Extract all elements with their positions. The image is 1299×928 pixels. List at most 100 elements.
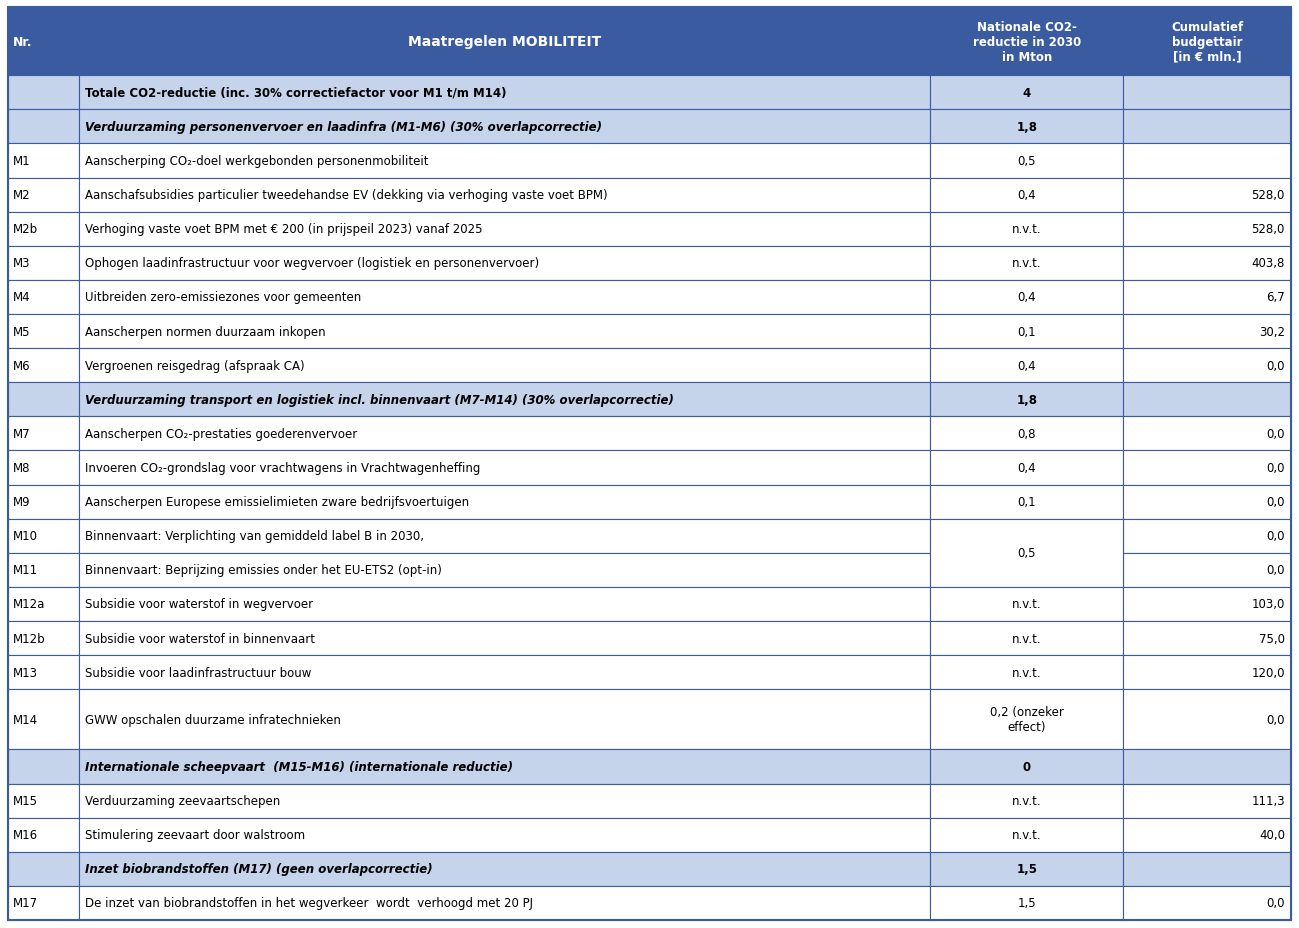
Bar [8, 784, 79, 818]
Bar [1124, 110, 1291, 144]
Text: Binnenvaart: Beprijzing emissies onder het EU-ETS2 (opt-in): Binnenvaart: Beprijzing emissies onder h… [86, 563, 442, 576]
Text: GWW opschalen duurzame infratechnieken: GWW opschalen duurzame infratechnieken [86, 713, 342, 726]
Bar [8, 417, 79, 451]
Text: M12b: M12b [13, 632, 45, 645]
Text: n.v.t.: n.v.t. [1012, 632, 1042, 645]
Text: 0,4: 0,4 [1017, 461, 1037, 474]
Bar [1124, 818, 1291, 852]
Text: n.v.t.: n.v.t. [1012, 223, 1042, 236]
Bar [1124, 178, 1291, 213]
Bar [79, 451, 930, 485]
Bar [8, 690, 79, 750]
Bar [1124, 587, 1291, 622]
Bar [79, 213, 930, 247]
Bar [79, 886, 930, 920]
Bar [1124, 886, 1291, 920]
Text: Internationale scheepvaart  (M15-M16) (internationale reductie): Internationale scheepvaart (M15-M16) (in… [86, 760, 513, 773]
Text: 0,4: 0,4 [1017, 291, 1037, 304]
Bar [8, 349, 79, 383]
Bar [930, 519, 1124, 587]
Text: 0,4: 0,4 [1017, 359, 1037, 372]
Bar [79, 485, 930, 519]
Bar [8, 622, 79, 655]
Text: 0,8: 0,8 [1017, 428, 1037, 441]
Text: M6: M6 [13, 359, 31, 372]
Bar [8, 383, 79, 417]
Bar [79, 852, 930, 886]
Bar [8, 818, 79, 852]
Bar [1124, 417, 1291, 451]
Bar [79, 178, 930, 213]
Text: 528,0: 528,0 [1252, 189, 1285, 202]
Text: Verhoging vaste voet BPM met € 200 (in prijspeil 2023) vanaf 2025: Verhoging vaste voet BPM met € 200 (in p… [86, 223, 483, 236]
Text: M10: M10 [13, 530, 38, 543]
Text: 0,0: 0,0 [1267, 428, 1285, 441]
Bar [8, 750, 79, 784]
Bar [8, 587, 79, 622]
Text: 0,2 (onzeker
effect): 0,2 (onzeker effect) [990, 705, 1064, 733]
Text: Totale CO2-reductie (inc. 30% correctiefactor voor M1 t/m M14): Totale CO2-reductie (inc. 30% correctief… [86, 86, 507, 99]
Bar [1124, 622, 1291, 655]
Bar [930, 485, 1124, 519]
Text: Invoeren CO₂-grondslag voor vrachtwagens in Vrachtwagenheffing: Invoeren CO₂-grondslag voor vrachtwagens… [86, 461, 481, 474]
Bar [8, 144, 79, 178]
Bar [79, 247, 930, 280]
Text: Verduurzaming personenvervoer en laadinfra (M1-M6) (30% overlapcorrectie): Verduurzaming personenvervoer en laadinf… [86, 121, 603, 134]
Text: Maatregelen MOBILITEIT: Maatregelen MOBILITEIT [408, 35, 601, 49]
Text: M3: M3 [13, 257, 30, 270]
Text: De inzet van biobrandstoffen in het wegverkeer  wordt  verhoogd met 20 PJ: De inzet van biobrandstoffen in het wegv… [86, 896, 533, 909]
Text: 1,8: 1,8 [1016, 121, 1038, 134]
Bar [8, 110, 79, 144]
Text: 0,0: 0,0 [1267, 713, 1285, 726]
Text: 403,8: 403,8 [1252, 257, 1285, 270]
Bar [79, 818, 930, 852]
Text: 103,0: 103,0 [1252, 598, 1285, 611]
Bar [8, 280, 79, 315]
Bar [1124, 8, 1291, 76]
Text: 30,2: 30,2 [1259, 325, 1285, 338]
Bar [930, 818, 1124, 852]
Text: 0,1: 0,1 [1017, 496, 1037, 509]
Bar [930, 144, 1124, 178]
Bar [930, 315, 1124, 349]
Bar [8, 8, 79, 76]
Bar [79, 519, 930, 553]
Text: 0,0: 0,0 [1267, 530, 1285, 543]
Bar [79, 144, 930, 178]
Bar [8, 178, 79, 213]
Text: Aanscherpen normen duurzaam inkopen: Aanscherpen normen duurzaam inkopen [86, 325, 326, 338]
Bar [930, 178, 1124, 213]
Bar [930, 417, 1124, 451]
Text: 40,0: 40,0 [1259, 829, 1285, 842]
Text: M1: M1 [13, 155, 31, 168]
Text: Stimulering zeevaart door walstroom: Stimulering zeevaart door walstroom [86, 829, 305, 842]
Bar [1124, 451, 1291, 485]
Text: 0,1: 0,1 [1017, 325, 1037, 338]
Bar [79, 76, 930, 110]
Text: n.v.t.: n.v.t. [1012, 598, 1042, 611]
Text: M16: M16 [13, 829, 38, 842]
Text: 0,0: 0,0 [1267, 563, 1285, 576]
Text: 0,0: 0,0 [1267, 496, 1285, 509]
Text: Vergroenen reisgedrag (afspraak CA): Vergroenen reisgedrag (afspraak CA) [86, 359, 305, 372]
Bar [1124, 144, 1291, 178]
Bar [930, 622, 1124, 655]
Bar [1124, 553, 1291, 587]
Text: M7: M7 [13, 428, 31, 441]
Bar [8, 315, 79, 349]
Bar [930, 349, 1124, 383]
Bar [8, 76, 79, 110]
Bar [930, 655, 1124, 690]
Bar [79, 383, 930, 417]
Bar [930, 76, 1124, 110]
Bar [79, 280, 930, 315]
Bar [79, 587, 930, 622]
Text: Cumulatief
budgettair
[in € mln.]: Cumulatief budgettair [in € mln.] [1170, 20, 1243, 63]
Bar [79, 349, 930, 383]
Text: 0: 0 [1022, 760, 1031, 773]
Bar [1124, 349, 1291, 383]
Text: 1,5: 1,5 [1016, 862, 1038, 875]
Bar [79, 784, 930, 818]
Text: M9: M9 [13, 496, 31, 509]
Bar [1124, 280, 1291, 315]
